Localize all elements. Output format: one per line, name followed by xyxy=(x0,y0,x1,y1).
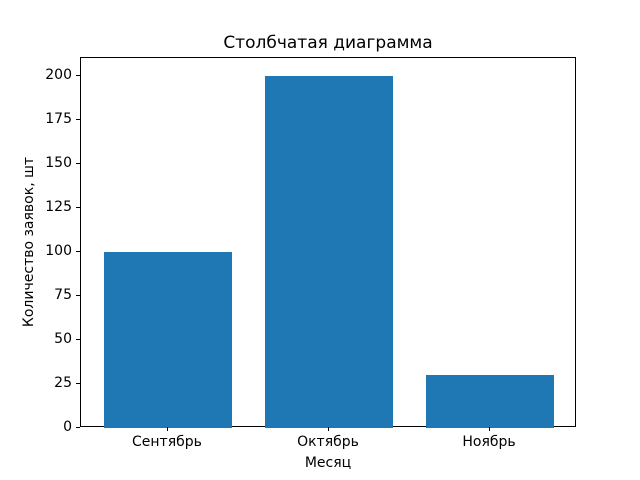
y-tick-mark-8 xyxy=(76,74,80,76)
y-tick-label-6: 150 xyxy=(45,154,72,171)
y-tick-mark-5 xyxy=(76,206,80,208)
x-tick-label-1: Октябрь xyxy=(297,434,359,450)
y-tick-mark-0 xyxy=(76,427,80,428)
y-tick-label-3: 75 xyxy=(54,286,72,303)
y-tick-mark-2 xyxy=(76,338,80,340)
y-tick-label-1: 25 xyxy=(54,374,72,391)
y-tick-label-7: 175 xyxy=(45,110,72,127)
y-tick-label-5: 125 xyxy=(45,198,72,215)
y-tick-mark-6 xyxy=(76,162,80,164)
bar-Октябрь xyxy=(264,75,394,428)
x-tick-mark-0 xyxy=(166,427,168,431)
y-tick-label-8: 200 xyxy=(45,66,72,83)
x-tick-label-0: Сентябрь xyxy=(132,434,202,450)
y-tick-mark-4 xyxy=(76,250,80,252)
bars-container xyxy=(81,58,575,428)
y-tick-mark-3 xyxy=(76,294,80,296)
x-tick-mark-1 xyxy=(328,427,329,431)
plot-area xyxy=(80,57,576,428)
x-tick-mark-2 xyxy=(489,427,491,431)
chart-title: Столбчатая диаграмма xyxy=(223,33,433,53)
y-tick-label-2: 50 xyxy=(54,330,72,347)
y-tick-label-4: 100 xyxy=(45,242,72,259)
bar-Ноябрь xyxy=(425,375,555,428)
x-tick-label-2: Ноябрь xyxy=(462,434,516,450)
bar-Сентябрь xyxy=(103,251,233,428)
y-tick-label-0: 0 xyxy=(63,419,72,435)
y-tick-mark-7 xyxy=(76,118,80,120)
y-tick-mark-1 xyxy=(76,382,80,384)
x-axis-label: Месяц xyxy=(304,455,352,471)
